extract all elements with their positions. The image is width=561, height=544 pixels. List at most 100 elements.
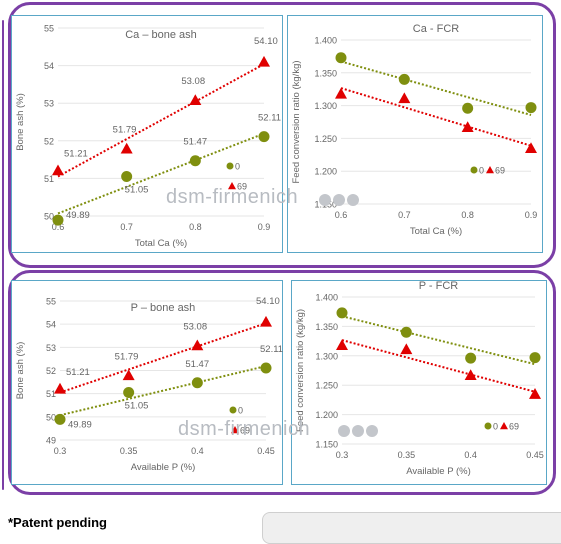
ca-boneash-data-label: 53.08: [181, 76, 205, 87]
ca-fcr-xtick-label: 0.8: [461, 210, 474, 220]
p-boneash-point-series-0: [191, 377, 203, 389]
p-boneash-point-series-69: [260, 315, 272, 327]
p-fcr-ytick-label: 1.350: [315, 322, 338, 332]
ca-boneash-legend-marker-69: [228, 182, 236, 190]
chart-panel-p-boneash: 49 50 51 52 53 54 55 0.3 0.35 0.4 0.45 P – bone ash…: [11, 280, 283, 485]
ca-fcr-legend-marker-69: [486, 166, 494, 174]
ca-fcr-point-series-0: [335, 52, 347, 64]
p-boneash-xtick-label: 0.3: [54, 446, 67, 456]
p-fcr-point-series-0: [529, 352, 541, 364]
ca-fcr-legend-label-0: 0: [479, 166, 484, 176]
p-boneash-trendline-series-69: [59, 322, 267, 394]
ca-boneash-ytick-label: 52: [44, 136, 54, 146]
p-boneash-xtick-label: 0.35: [120, 446, 138, 456]
p-boneash-ytick-label: 50: [46, 412, 56, 422]
p-boneash-xtick-label: 0.45: [257, 446, 275, 456]
p-boneash-data-label: 49.89: [68, 419, 92, 430]
p-fcr-xaxis-label: Available P (%): [406, 466, 471, 477]
p-boneash-trendline-series-0: [59, 365, 267, 417]
p-fcr-xtick-label: 0.45: [526, 450, 544, 460]
ca-fcr-trendline-series-0: [340, 60, 532, 116]
ca-fcr-xaxis-label: Total Ca (%): [410, 226, 462, 237]
p-fcr-xtick-label: 0.4: [464, 450, 477, 460]
ca-boneash-point-series-69: [52, 164, 64, 176]
ca-boneash-title: Ca – bone ash: [125, 29, 197, 41]
ca-boneash-legend-marker-0: [226, 162, 234, 170]
ca-fcr-yaxis-label: Feed conversion ratio (kg/kg): [291, 60, 302, 183]
patent-footnote: *Patent pending: [8, 515, 107, 530]
p-fcr-xtick-label: 0.35: [398, 450, 416, 460]
p-fcr-legend-marker-69: [500, 422, 508, 430]
watermark-logo-dots-top: [319, 194, 359, 206]
p-boneash-ytick-label: 53: [46, 343, 56, 353]
ca-boneash-ytick-label: 50: [44, 212, 54, 222]
p-boneash-ytick-label: 51: [46, 389, 56, 399]
ca-boneash-data-label: 52.11: [258, 113, 281, 124]
ca-boneash-point-series-69: [258, 55, 270, 67]
p-fcr-xtick-label: 0.3: [336, 450, 349, 460]
p-boneash-xtick-label: 0.4: [191, 446, 204, 456]
p-fcr-point-series-69: [529, 388, 541, 399]
p-boneash-ytick-label: 55: [46, 297, 56, 307]
p-fcr-legend-label-0: 0: [493, 422, 498, 432]
chart-ca-fcr: 1.1501.2001.2501.3001.3501.4000.60.70.80…: [291, 23, 538, 237]
ca-fcr-point-series-69: [335, 87, 347, 99]
ca-fcr-trendline-series-69: [340, 87, 532, 147]
p-boneash-legend-marker-69: [231, 426, 239, 434]
ca-fcr-ytick-label: 1.200: [314, 167, 337, 177]
ca-fcr-xtick-label: 0.6: [335, 210, 348, 220]
p-fcr-trendline-series-69: [341, 339, 536, 393]
p-boneash-point-series-0: [260, 362, 272, 374]
ca-boneash-point-series-0: [121, 171, 133, 183]
ca-boneash-trendline-series-0: [57, 132, 265, 215]
ca-boneash-xtick-label: 0.9: [258, 222, 271, 232]
p-boneash-data-label: 51.05: [125, 401, 149, 412]
ca-fcr-xtick-label: 0.9: [525, 210, 538, 220]
ca-boneash-xtick-label: 0.7: [120, 222, 133, 232]
chart-ca-boneash: 50 51 52 53 54 55 0.6 0.7 0.8 0.9 Ca – bone ash Tot…: [15, 24, 281, 250]
p-fcr-point-series-69: [464, 369, 477, 381]
p-fcr-point-series-0: [465, 352, 477, 364]
ca-boneash-data-label: 51.05: [125, 185, 149, 196]
ca-boneash-data-label: 51.47: [183, 137, 207, 148]
p-fcr-point-series-69: [336, 339, 348, 351]
p-fcr-legend-marker-0: [484, 422, 492, 430]
ca-fcr-ytick-label: 1.300: [314, 101, 337, 111]
ca-boneash-ytick-label: 54: [44, 61, 54, 71]
p-boneash-data-label: 51.47: [185, 359, 209, 370]
p-fcr-point-series-0: [400, 326, 412, 338]
ca-boneash-xtick-label: 0.6: [52, 222, 65, 232]
ca-fcr-point-series-69: [525, 142, 537, 154]
top-group-frame: [8, 2, 556, 268]
chart-p-fcr: 1.150 1.200 1.250 1.300 1.350 1.400 0.3 0.35 0.4…: [295, 280, 544, 477]
p-fcr-yaxis-label: Feed conversion ratio (kg/kg): [295, 309, 306, 432]
p-fcr-ytick-label: 1.250: [315, 381, 338, 391]
ca-fcr-xtick-label: 0.7: [398, 210, 411, 220]
ca-fcr-legend-marker-0: [470, 166, 478, 174]
chart-panel-p-fcr: 1.150 1.200 1.250 1.300 1.350 1.400 0.3 0.35 0.4…: [291, 280, 547, 485]
left-connector-line: [2, 20, 4, 490]
ca-boneash-data-label: 51.21: [64, 149, 88, 160]
p-boneash-point-series-69: [191, 339, 204, 351]
ca-boneash-point-series-69: [120, 142, 133, 154]
p-fcr-legend-label-69: 69: [509, 422, 519, 432]
ca-fcr-point-series-0: [398, 73, 410, 85]
p-boneash-data-label: 52.11: [260, 344, 283, 355]
ca-boneash-data-label: 54.10: [254, 36, 278, 47]
ca-boneash-point-series-0: [189, 155, 201, 167]
p-boneash-point-series-0: [54, 413, 66, 425]
ca-boneash-legend-label-0: 0: [235, 162, 240, 172]
p-boneash-title: P – bone ash: [131, 302, 196, 314]
bottom-grey-box: [262, 512, 561, 544]
ca-boneash-legend-label-69: 69: [237, 182, 247, 192]
chart-p-boneash: 49 50 51 52 53 54 55 0.3 0.35 0.4 0.45 P – bone ash…: [15, 296, 283, 473]
ca-fcr-point-series-0: [525, 102, 537, 114]
ca-fcr-point-series-0: [462, 102, 474, 114]
p-boneash-yaxis-label: Bone ash (%): [15, 342, 26, 400]
p-boneash-point-series-69: [54, 382, 66, 394]
p-boneash-ytick-label: 54: [46, 320, 56, 330]
ca-fcr-ytick-label: 1.250: [314, 134, 337, 144]
ca-boneash-xtick-label: 0.8: [189, 222, 202, 232]
ca-boneash-trendline-series-69: [57, 63, 265, 178]
ca-boneash-data-label: 49.89: [66, 210, 90, 221]
